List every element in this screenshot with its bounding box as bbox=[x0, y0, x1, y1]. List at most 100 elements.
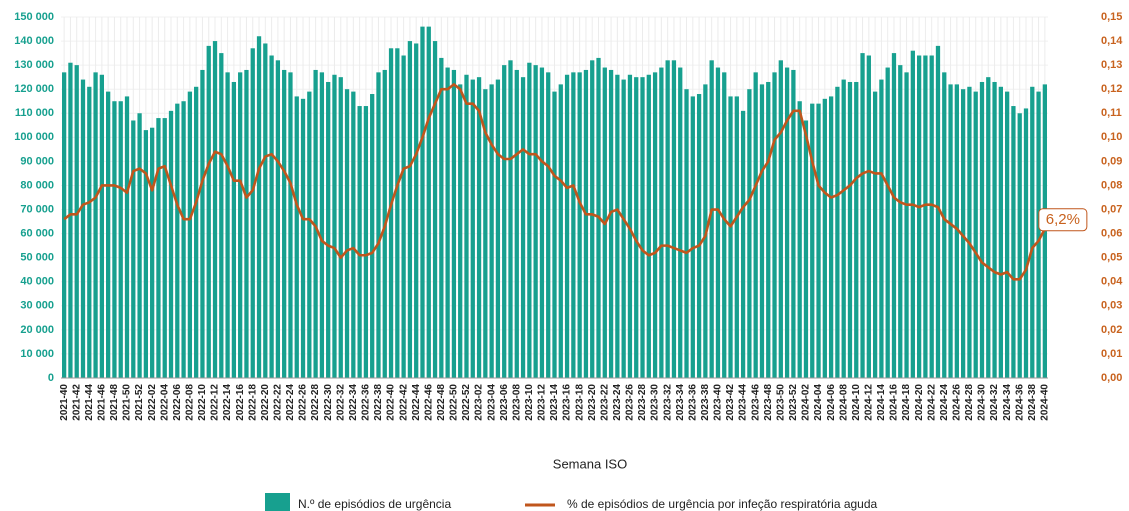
bar bbox=[432, 41, 438, 379]
bar bbox=[634, 77, 639, 379]
x-tick-label: 2024-18 bbox=[901, 384, 912, 421]
y-tick-label: 150 000 bbox=[14, 11, 54, 23]
bar bbox=[112, 101, 117, 378]
bar bbox=[200, 69, 205, 379]
x-tick-label: 2023-26 bbox=[625, 384, 636, 421]
y-tick-label: 100 000 bbox=[14, 131, 54, 143]
bar bbox=[948, 84, 953, 379]
bar bbox=[275, 60, 281, 378]
bar bbox=[124, 96, 130, 379]
x-tick-label: 2022-14 bbox=[222, 384, 233, 421]
bar bbox=[464, 74, 469, 378]
bar bbox=[256, 36, 262, 379]
bar bbox=[860, 53, 865, 378]
bar bbox=[93, 72, 98, 378]
bar bbox=[74, 65, 79, 378]
bar bbox=[652, 72, 658, 378]
bar bbox=[986, 77, 991, 379]
bar bbox=[181, 101, 186, 378]
bar bbox=[414, 43, 419, 379]
y-tick-label: 50 000 bbox=[20, 252, 54, 264]
y-tick-label: 20 000 bbox=[20, 324, 54, 336]
x-tick-label: 2023-02 bbox=[474, 384, 485, 421]
bar bbox=[766, 81, 771, 378]
bar bbox=[80, 79, 86, 378]
x-tick-label: 2022-10 bbox=[197, 384, 208, 421]
bar bbox=[564, 74, 570, 378]
bar bbox=[558, 84, 563, 379]
bar bbox=[250, 48, 255, 378]
x-tick-label: 2023-16 bbox=[562, 384, 573, 421]
bar bbox=[451, 69, 457, 379]
bar bbox=[332, 74, 337, 378]
x-tick-label: 2024-24 bbox=[939, 384, 950, 421]
annotation: 6,2% bbox=[1046, 211, 1080, 228]
bar bbox=[671, 60, 677, 378]
bar bbox=[715, 67, 721, 378]
bar bbox=[106, 91, 111, 379]
bar bbox=[797, 101, 802, 378]
bar bbox=[376, 72, 381, 378]
bar bbox=[929, 55, 934, 379]
bar bbox=[546, 72, 551, 378]
x-tick-label: 2021-46 bbox=[97, 384, 108, 421]
x-tick-label: 2023-08 bbox=[511, 384, 522, 421]
bar bbox=[709, 60, 714, 378]
bar bbox=[1011, 106, 1016, 379]
legend-swatch bbox=[265, 493, 290, 511]
y-tick-label: 130 000 bbox=[14, 59, 54, 71]
bar bbox=[885, 67, 890, 378]
bar bbox=[841, 79, 846, 378]
annotation-box bbox=[1038, 208, 1088, 232]
x-tick-label: 2024-34 bbox=[1002, 384, 1013, 421]
y2-tick-label: 0,03 bbox=[1101, 300, 1122, 312]
x-tick-label: 2022-36 bbox=[361, 384, 372, 421]
bar bbox=[828, 96, 834, 379]
y-tick-label: 110 000 bbox=[15, 107, 54, 119]
x-tick-label: 2023-20 bbox=[587, 384, 598, 421]
x-tick-label: 2022-44 bbox=[411, 384, 422, 421]
x-tick-label: 2023-32 bbox=[662, 384, 673, 421]
bar bbox=[527, 62, 532, 379]
bar bbox=[759, 84, 765, 379]
bar bbox=[621, 79, 626, 378]
x-tick-label: 2023-34 bbox=[675, 384, 686, 421]
bar bbox=[470, 79, 475, 378]
y-tick-label: 30 000 bbox=[20, 300, 54, 312]
bar bbox=[194, 86, 199, 378]
bar bbox=[357, 106, 362, 379]
x-tick-label: 2023-44 bbox=[738, 384, 749, 421]
bar bbox=[225, 72, 230, 378]
x-tick-label: 2024-38 bbox=[1027, 384, 1038, 421]
bar bbox=[244, 69, 249, 379]
bar bbox=[916, 55, 922, 379]
bar bbox=[665, 60, 670, 378]
bar bbox=[168, 110, 174, 379]
bar bbox=[678, 67, 683, 378]
bar bbox=[483, 89, 488, 378]
bar bbox=[118, 101, 123, 378]
bar bbox=[68, 62, 73, 379]
x-tick-label: 2024-08 bbox=[838, 384, 849, 421]
bar bbox=[753, 72, 758, 378]
x-axis-title: Semana ISO bbox=[553, 456, 627, 471]
bar bbox=[891, 53, 897, 378]
x-tick-label: 2023-18 bbox=[574, 384, 585, 421]
x-tick-label: 2023-38 bbox=[700, 384, 711, 421]
bar bbox=[370, 94, 375, 378]
x-tick-label: 2022-42 bbox=[398, 384, 409, 421]
bar bbox=[640, 77, 645, 379]
x-tick-label: 2021-40 bbox=[59, 384, 70, 421]
x-tick-label: 2022-28 bbox=[310, 384, 321, 421]
x-tick-label: 2022-24 bbox=[285, 384, 296, 421]
x-tick-label: 2023-52 bbox=[788, 384, 799, 421]
bar bbox=[1017, 113, 1022, 379]
bar bbox=[803, 120, 809, 378]
bar bbox=[734, 96, 739, 379]
bar bbox=[326, 81, 331, 378]
bar bbox=[420, 26, 425, 378]
bar bbox=[942, 72, 947, 378]
bar bbox=[810, 103, 815, 378]
bar bbox=[590, 60, 595, 378]
